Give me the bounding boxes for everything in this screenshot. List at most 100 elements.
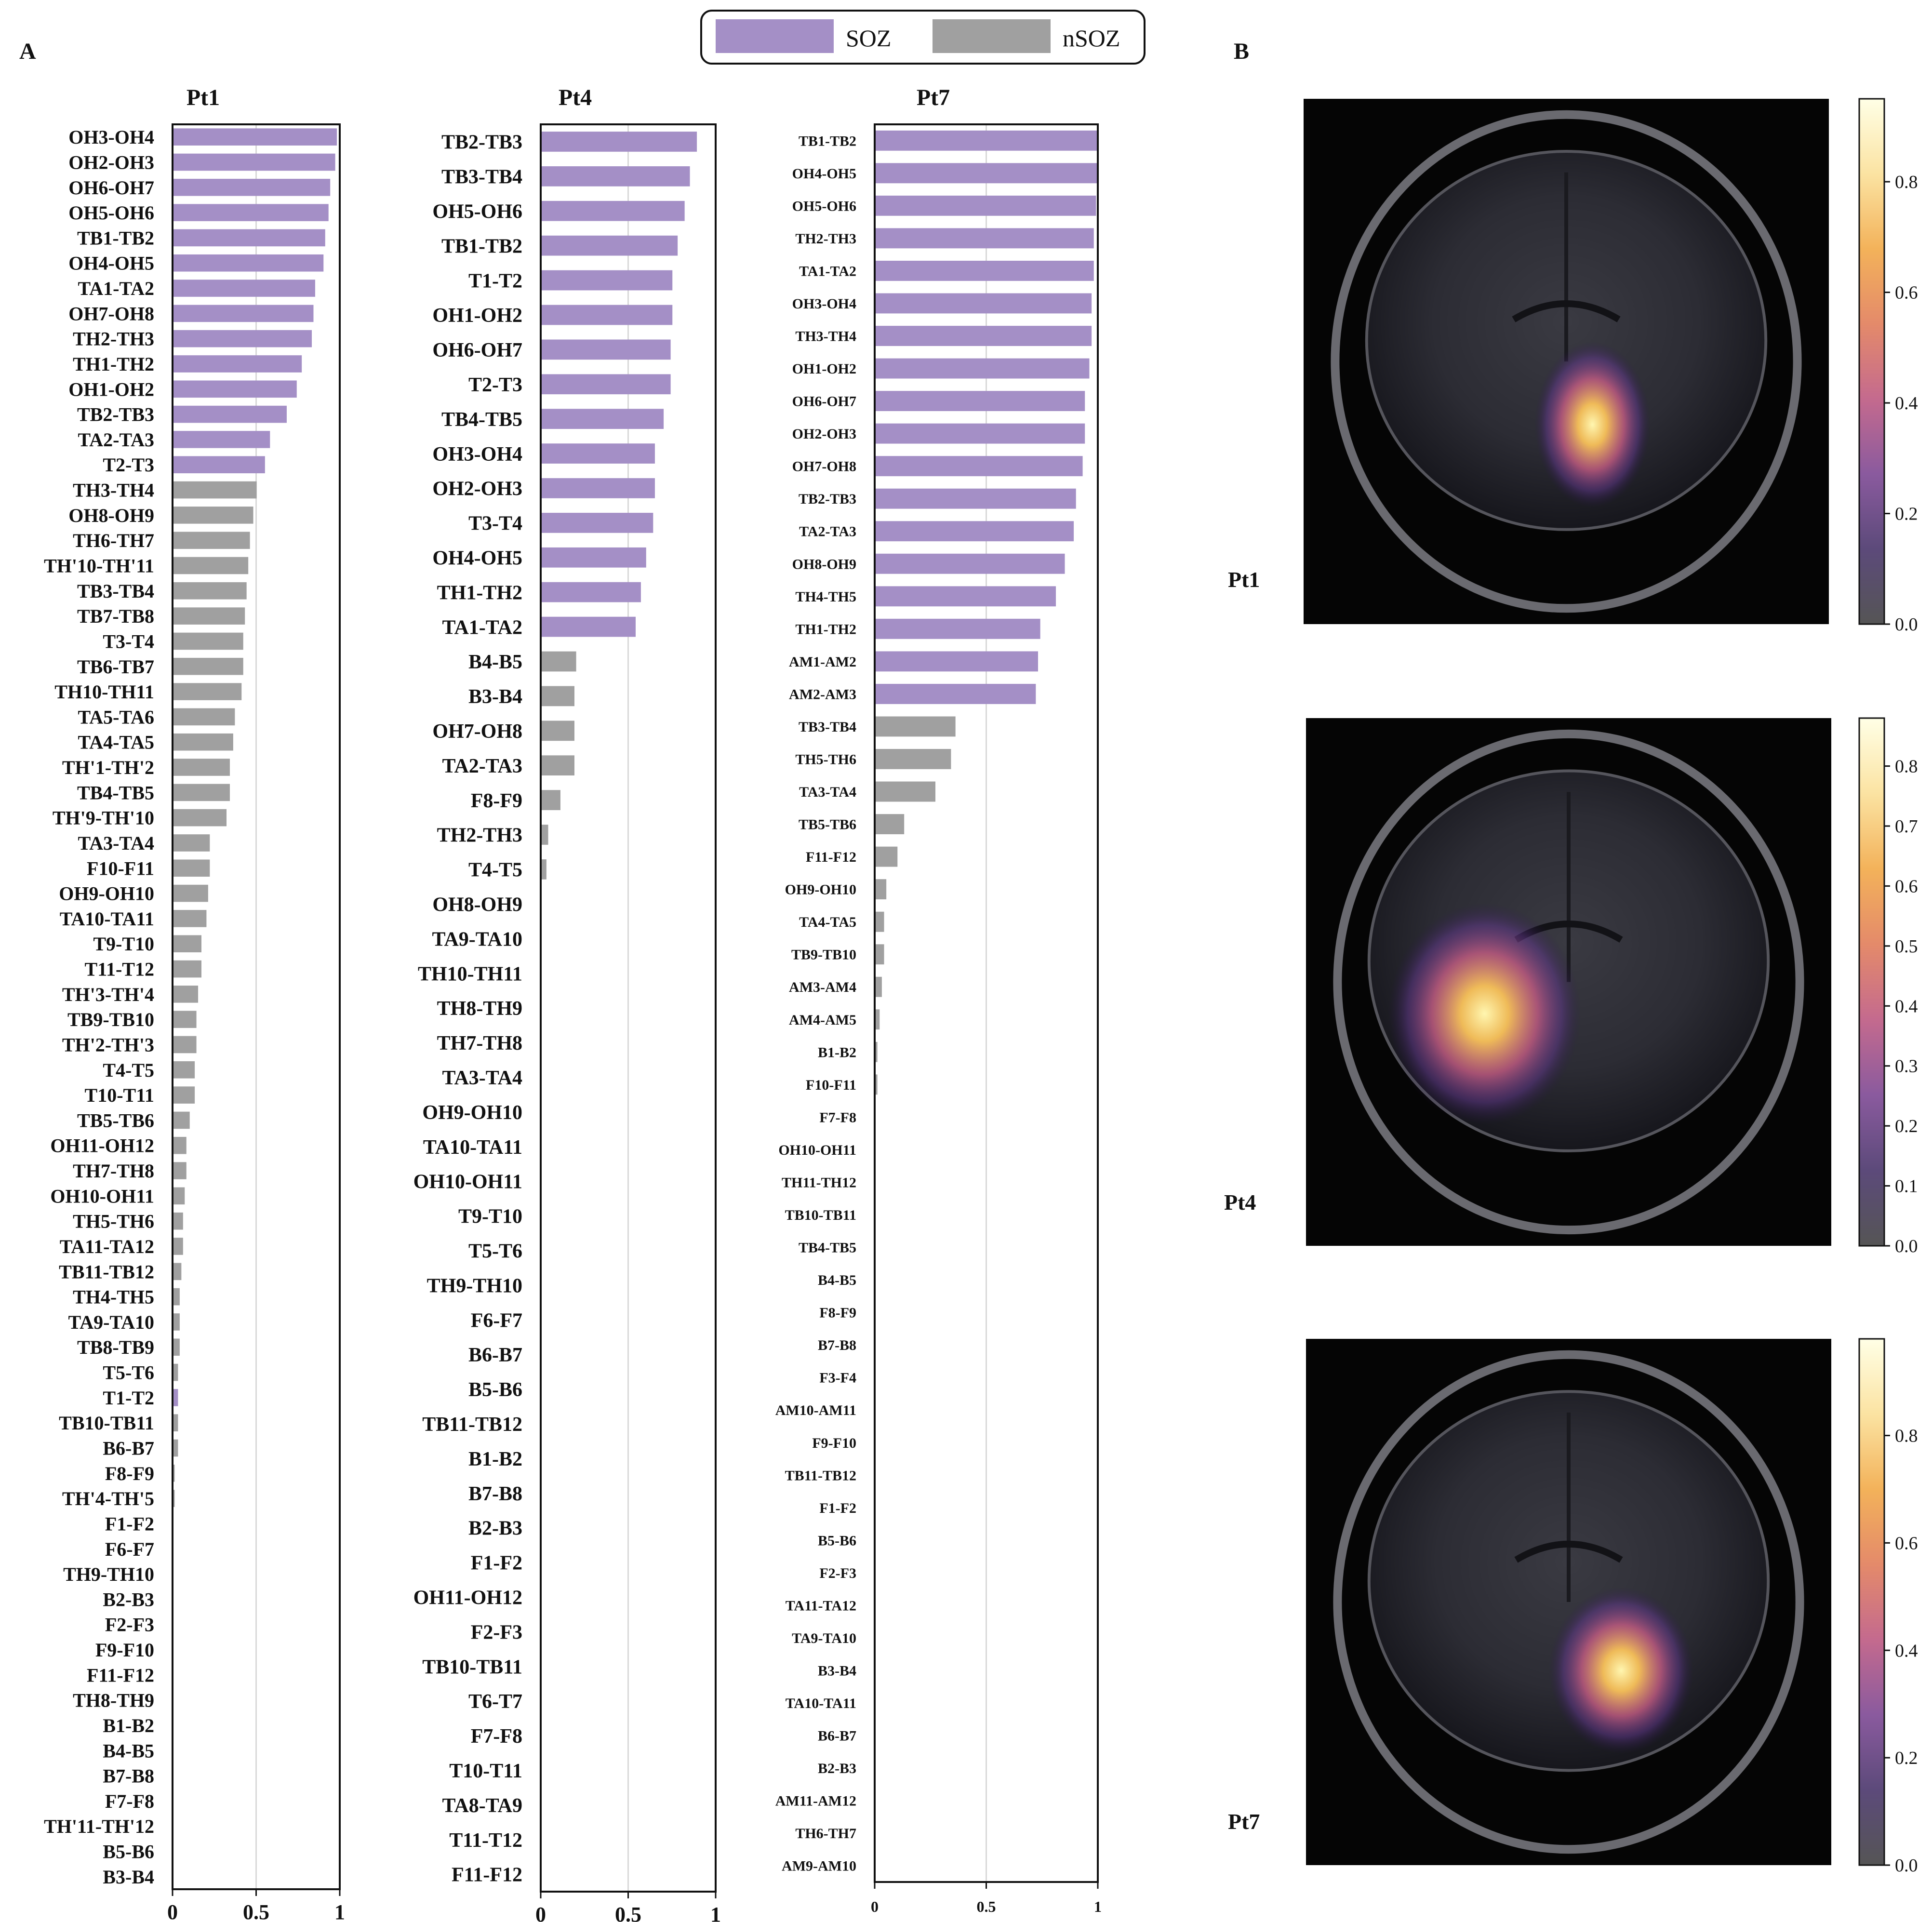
colorbar-tick-label: 0.0: [1895, 614, 1918, 635]
brain-panel-label: Pt4: [1224, 1190, 1256, 1215]
category-label: B1-B2: [468, 1448, 522, 1470]
category-label: TH5-TH6: [73, 1211, 154, 1232]
bar: [173, 935, 201, 953]
category-label: F6-F7: [471, 1309, 522, 1332]
category-label: B2-B3: [818, 1761, 856, 1776]
bar: [541, 166, 690, 187]
category-label: OH1-OH2: [68, 378, 154, 400]
bar: [173, 507, 253, 524]
skull-outline: [1333, 1350, 1804, 1854]
bar: [173, 1313, 180, 1331]
colorbar-tick-label: 0.2: [1895, 1748, 1918, 1768]
bar: [173, 405, 287, 423]
category-label: TH6-TH7: [795, 1826, 856, 1842]
category-label: TB3-TB4: [441, 166, 522, 188]
bar: [875, 326, 1092, 346]
category-label: TH9-TH10: [63, 1563, 154, 1585]
category-label: TB7-TB8: [77, 605, 154, 627]
bar: [875, 228, 1094, 249]
bar: [875, 260, 1094, 281]
colorbar-tick-label: 0.5: [1895, 936, 1918, 957]
bar: [541, 859, 546, 880]
skull-outline: [1331, 110, 1802, 613]
bar: [541, 374, 671, 395]
category-label: TH3-TH4: [795, 328, 856, 344]
category-label: OH8-OH9: [792, 556, 856, 572]
activation-heatmap: [1388, 903, 1581, 1125]
bar: [173, 380, 297, 398]
category-label: OH3-OH4: [792, 296, 856, 312]
category-label: OH8-OH9: [68, 505, 154, 526]
chart-title: Pt4: [559, 85, 592, 110]
category-label: B3-B4: [103, 1866, 154, 1888]
category-label: AM9-AM10: [782, 1858, 856, 1874]
colorbar-tick-label: 0.6: [1895, 1533, 1918, 1553]
category-label: OH2-OH3: [432, 478, 522, 500]
bar: [173, 1288, 180, 1306]
bar: [173, 657, 243, 675]
brain-panel-pt4: Pt4 0.0 0.1 0.2 0.3 0.4 0.5 0.6 0.7 0.8: [1224, 717, 1918, 1256]
category-label: TB1-TB2: [441, 235, 522, 257]
colorbar-tick-label: 0.7: [1895, 816, 1918, 837]
bar: [875, 521, 1074, 542]
category-label: F10-F11: [806, 1077, 856, 1093]
bar: [541, 547, 646, 568]
x-tick-label: 0.5: [243, 1900, 269, 1922]
bar: [173, 1162, 187, 1179]
bar: [173, 1263, 182, 1281]
category-label: T1-T2: [468, 270, 522, 292]
category-label: TB1-TB2: [799, 133, 856, 149]
category-label: OH7-OH8: [432, 721, 522, 743]
bar: [173, 431, 270, 448]
category-label: OH11-OH12: [413, 1587, 522, 1609]
category-label: TB11-TB12: [422, 1414, 522, 1436]
bar: [173, 229, 325, 247]
category-label: TA3-TA4: [78, 832, 154, 854]
category-label: TA3-TA4: [442, 1067, 522, 1089]
category-label: TA11-TA12: [60, 1236, 154, 1257]
bar: [173, 481, 257, 499]
chart-pt4: Pt4 TB2-TB3 TB3-TB4 OH5-OH6 TB1-TB2 T1-T2 OH1-…: [413, 85, 721, 1922]
category-label: T3-T4: [103, 630, 154, 652]
category-label: F11-F12: [452, 1864, 522, 1886]
brain-panel-pt1: Pt1 0.0 0.2 0.4 0.6 0.8: [1228, 98, 1918, 635]
category-label: OH10-OH11: [413, 1171, 522, 1193]
category-label: TB10-TB11: [422, 1656, 522, 1678]
legend-swatch-soz: [716, 19, 834, 53]
legend-label-soz: SOZ: [846, 25, 891, 52]
bar: [541, 582, 641, 602]
x-tick-label: 1: [334, 1900, 345, 1922]
category-label: OH5-OH6: [432, 200, 522, 223]
bar: [173, 809, 227, 827]
bar: [541, 513, 653, 533]
category-label: F1-F2: [471, 1552, 522, 1575]
bar: [173, 355, 302, 373]
category-label: TH6-TH7: [73, 530, 154, 551]
bar: [173, 834, 210, 852]
colorbar-tick-label: 0.2: [1895, 504, 1918, 524]
category-label: AM3-AM4: [789, 979, 856, 995]
category-label: OH10-OH11: [778, 1142, 856, 1158]
legend: SOZ nSOZ: [700, 10, 1146, 65]
bar: [173, 532, 250, 549]
legend-label-nsoz: nSOZ: [1063, 25, 1120, 52]
bar: [173, 632, 243, 650]
bar: [875, 1009, 880, 1030]
category-label: F3-F4: [819, 1370, 856, 1386]
category-label: TA9-TA10: [68, 1311, 154, 1333]
colorbar: [1858, 98, 1885, 625]
bar: [173, 759, 230, 776]
category-label: TH'10-TH'11: [44, 555, 154, 577]
category-label: F9-F10: [812, 1435, 856, 1451]
category-label: OH10-OH11: [50, 1185, 154, 1207]
bar: [173, 128, 337, 146]
bar: [541, 305, 673, 325]
bar: [875, 456, 1083, 477]
activation-heatmap: [1534, 341, 1651, 508]
category-label: T9-T10: [93, 933, 154, 955]
category-label: TH9-TH10: [427, 1275, 522, 1297]
category-label: AM11-AM12: [775, 1793, 856, 1809]
category-label: TH4-TH5: [795, 589, 856, 605]
bar: [173, 204, 329, 221]
category-label: T2-T3: [103, 454, 154, 476]
